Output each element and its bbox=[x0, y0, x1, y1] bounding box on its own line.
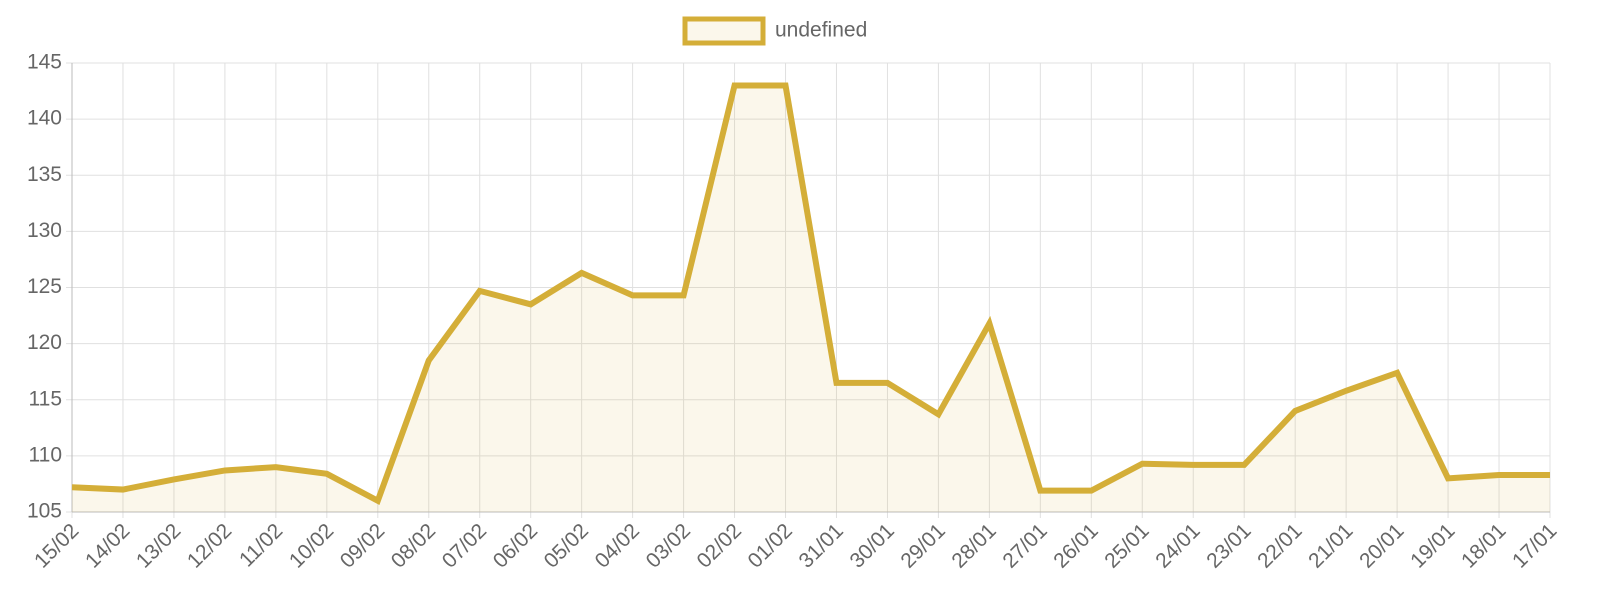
x-tick-label: 27/01 bbox=[998, 519, 1051, 572]
x-tick-label: 24/01 bbox=[1151, 519, 1204, 572]
y-tick-label: 120 bbox=[27, 331, 62, 354]
line bbox=[71, 82, 1550, 506]
x-tick-label: 31/01 bbox=[795, 519, 848, 572]
x-tick-label: 19/01 bbox=[1406, 519, 1459, 572]
x-tick-label: 21/01 bbox=[1304, 519, 1357, 572]
x-tick-label: 07/02 bbox=[438, 519, 491, 572]
x-tick-label: 25/01 bbox=[1100, 519, 1153, 572]
x-tick-label: 29/01 bbox=[896, 519, 949, 572]
x-tick-label: 12/02 bbox=[183, 519, 236, 572]
area bbox=[72, 85, 1550, 512]
y-tick-label: 135 bbox=[27, 163, 62, 186]
x-tick-label: 05/02 bbox=[540, 519, 593, 572]
x-tick-label: 04/02 bbox=[591, 519, 644, 572]
x-tick-label: 14/02 bbox=[81, 519, 134, 572]
x-tick-label: 30/01 bbox=[845, 519, 898, 572]
y-tick-label: 115 bbox=[29, 387, 62, 410]
x-tick-label: 08/02 bbox=[387, 519, 440, 572]
x-tick-label: 11/02 bbox=[235, 519, 287, 571]
x-tick-label: 01/02 bbox=[744, 519, 797, 572]
x-tick-label: 17/01 bbox=[1508, 519, 1561, 572]
x-tick-label: 10/02 bbox=[285, 519, 338, 572]
legend-label: undefined bbox=[775, 19, 867, 42]
y-tick-label: 140 bbox=[27, 107, 62, 130]
y-tick-label: 125 bbox=[27, 275, 62, 298]
legend-swatch bbox=[682, 16, 766, 46]
x-tick-label: 23/01 bbox=[1202, 519, 1255, 572]
y-tick-label: 110 bbox=[29, 443, 62, 466]
x-tick-label: 26/01 bbox=[1049, 519, 1102, 572]
x-tick-label: 18/01 bbox=[1457, 519, 1510, 572]
y-tick-label: 105 bbox=[27, 500, 62, 523]
x-tick-label: 03/02 bbox=[642, 519, 695, 572]
x-tick-label: 20/01 bbox=[1355, 519, 1408, 572]
y-tick-label: 145 bbox=[27, 51, 62, 74]
y-tick-label: 130 bbox=[27, 219, 62, 242]
x-tick-label: 06/02 bbox=[489, 519, 542, 572]
x-tick-label: 09/02 bbox=[336, 519, 389, 572]
x-tick-label: 13/02 bbox=[132, 519, 185, 572]
x-tick-label: 02/02 bbox=[693, 519, 746, 572]
x-tick-label: 22/01 bbox=[1253, 519, 1306, 572]
x-tick-label: 15/02 bbox=[30, 519, 83, 572]
x-tick-label: 28/01 bbox=[947, 519, 1000, 572]
